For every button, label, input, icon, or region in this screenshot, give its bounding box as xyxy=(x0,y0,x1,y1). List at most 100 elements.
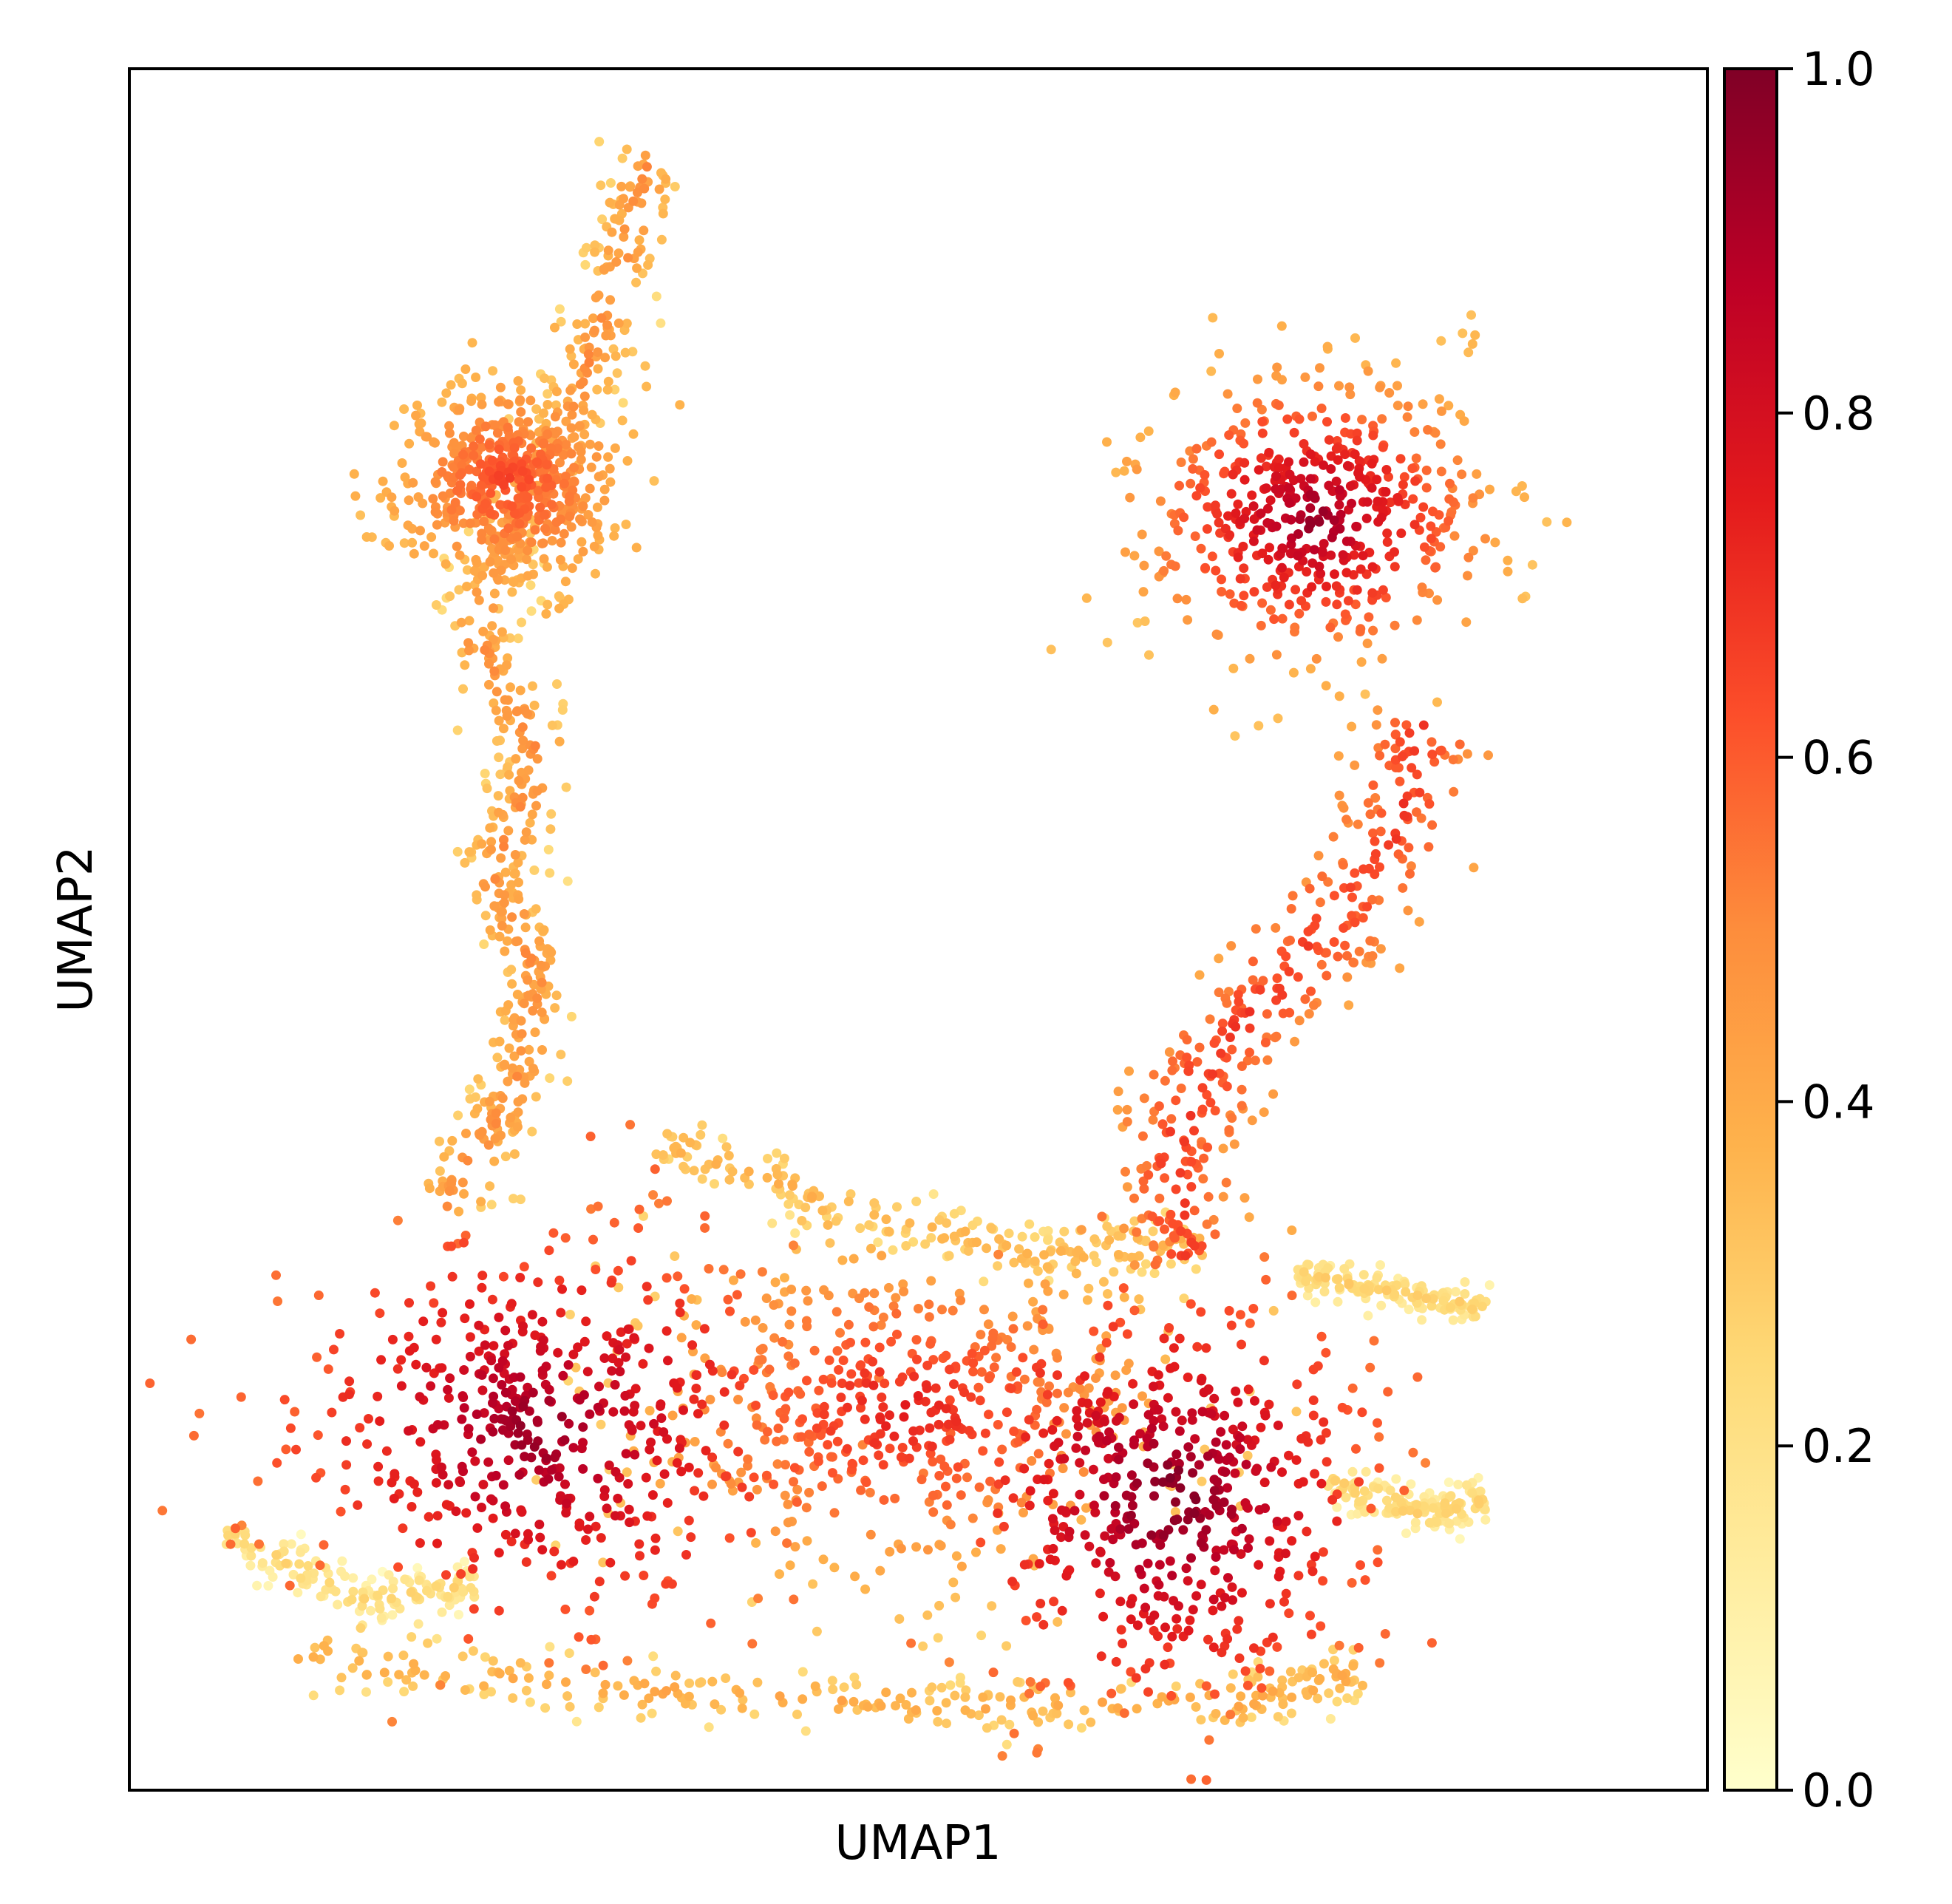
scatter-point xyxy=(236,1392,246,1402)
scatter-point xyxy=(1378,585,1388,595)
scatter-point xyxy=(506,880,517,890)
scatter-point xyxy=(422,432,432,442)
scatter-point xyxy=(650,1593,660,1603)
scatter-point xyxy=(798,1414,807,1424)
scatter-point xyxy=(1111,1656,1121,1667)
scatter-point xyxy=(523,1673,534,1683)
scatter-point xyxy=(1367,951,1378,961)
scatter-point xyxy=(1172,1624,1183,1634)
scatter-point xyxy=(483,523,494,534)
scatter-point xyxy=(349,469,359,479)
scatter-point xyxy=(499,1060,509,1070)
scatter-point xyxy=(1200,470,1210,480)
scatter-point xyxy=(401,1675,412,1685)
scatter-point xyxy=(1246,1712,1256,1722)
scatter-point xyxy=(1444,1518,1455,1529)
scatter-point xyxy=(1143,426,1154,436)
scatter-point xyxy=(488,634,498,645)
scatter-point xyxy=(1224,1125,1234,1135)
scatter-point xyxy=(1019,1374,1030,1384)
scatter-point xyxy=(1293,529,1303,539)
scatter-point xyxy=(512,990,523,999)
scatter-point xyxy=(1143,1687,1153,1697)
scatter-point xyxy=(611,256,622,267)
scatter-point xyxy=(621,1352,631,1362)
scatter-point xyxy=(939,1461,950,1472)
scatter-point xyxy=(1398,883,1408,893)
scatter-point xyxy=(1370,793,1381,803)
scatter-point xyxy=(1426,1301,1437,1311)
scatter-point xyxy=(194,1408,205,1418)
scatter-point xyxy=(1397,752,1407,761)
scatter-point xyxy=(454,405,464,415)
scatter-point xyxy=(684,1691,694,1701)
scatter-point xyxy=(431,600,441,610)
scatter-point xyxy=(449,516,459,526)
scatter-point xyxy=(453,1110,463,1121)
scatter-point xyxy=(468,1646,478,1656)
scatter-point xyxy=(1186,1452,1196,1462)
scatter-point xyxy=(837,1696,847,1706)
scatter-point xyxy=(1307,1566,1318,1577)
scatter-point xyxy=(492,687,502,697)
scatter-point xyxy=(878,1402,888,1412)
scatter-point xyxy=(560,472,571,481)
scatter-point xyxy=(517,1029,527,1039)
scatter-point xyxy=(779,1153,789,1163)
scatter-point xyxy=(687,1294,697,1304)
scatter-point xyxy=(945,1395,955,1405)
scatter-point xyxy=(1191,1264,1201,1274)
scatter-point xyxy=(458,431,469,441)
scatter-point xyxy=(584,358,594,367)
scatter-point xyxy=(330,1586,341,1597)
scatter-point xyxy=(1333,951,1343,962)
scatter-point xyxy=(610,1380,620,1390)
scatter-point xyxy=(528,1387,538,1398)
scatter-point xyxy=(607,1366,617,1376)
scatter-point xyxy=(928,1490,938,1500)
scatter-point xyxy=(645,1444,655,1455)
scatter-point xyxy=(945,1364,955,1375)
scatter-point xyxy=(785,1560,795,1571)
scatter-point xyxy=(548,1228,559,1238)
scatter-point xyxy=(827,1468,837,1478)
scatter-point xyxy=(804,1446,815,1457)
scatter-point xyxy=(407,1632,417,1642)
scatter-point xyxy=(526,580,536,591)
scatter-point xyxy=(515,1194,526,1205)
scatter-point xyxy=(409,1479,419,1489)
scatter-point xyxy=(1287,1536,1297,1546)
scatter-point xyxy=(1179,512,1189,523)
scatter-point xyxy=(674,1443,684,1453)
scatter-point xyxy=(413,492,424,502)
scatter-point xyxy=(432,1420,443,1430)
scatter-point xyxy=(315,1560,325,1571)
scatter-point xyxy=(513,375,523,386)
scatter-point xyxy=(689,1166,699,1176)
scatter-point xyxy=(296,1547,306,1557)
scatter-point xyxy=(885,1410,894,1421)
scatter-point xyxy=(1140,1602,1151,1613)
scatter-point xyxy=(1180,1137,1189,1147)
scatter-point xyxy=(622,319,632,329)
scatter-point xyxy=(403,520,413,531)
scatter-point xyxy=(873,1237,883,1248)
scatter-point xyxy=(500,1387,511,1398)
scatter-point xyxy=(710,1179,719,1189)
scatter-point xyxy=(1001,1739,1012,1750)
scatter-point xyxy=(590,1667,600,1678)
scatter-point xyxy=(642,381,652,392)
scatter-point xyxy=(1349,550,1359,560)
scatter-point xyxy=(508,1673,518,1684)
scatter-point xyxy=(513,1107,523,1118)
scatter-point xyxy=(1430,428,1441,438)
scatter-point xyxy=(1039,1250,1050,1260)
scatter-point xyxy=(695,1678,705,1688)
scatter-point xyxy=(1169,1343,1179,1353)
scatter-point xyxy=(953,1462,963,1472)
scatter-point xyxy=(504,1665,514,1676)
scatter-point xyxy=(272,1458,282,1468)
scatter-point xyxy=(593,364,603,374)
scatter-point xyxy=(1320,1273,1330,1283)
scatter-point xyxy=(801,1503,812,1513)
